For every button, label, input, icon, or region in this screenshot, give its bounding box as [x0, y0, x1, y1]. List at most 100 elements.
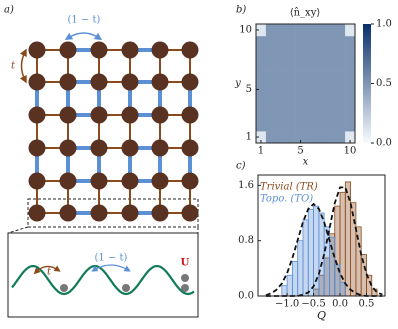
heat-cell: [275, 107, 286, 120]
heat-cell: [345, 71, 356, 84]
x-tick-label: −1.0: [275, 299, 299, 310]
site: [181, 41, 199, 59]
heat-cell: [256, 59, 267, 72]
hist-bar: [302, 219, 309, 297]
y-tick-label: 0.0: [238, 291, 254, 302]
hop-label: t: [11, 61, 16, 72]
heat-cell: [325, 35, 336, 49]
heat-cell: [305, 83, 316, 96]
heat-cell: [265, 95, 277, 108]
heat-cell: [285, 71, 296, 84]
heat-cell: [256, 119, 267, 132]
site: [28, 41, 46, 59]
heat-cell: [265, 59, 277, 72]
site: [28, 139, 46, 157]
hop-label: t: [47, 267, 52, 278]
heat-cell: [345, 83, 356, 96]
y-tick-label: 10: [239, 24, 252, 35]
panel-label: c): [236, 161, 246, 172]
heat-cell: [295, 107, 306, 120]
particle: [122, 284, 130, 292]
heat-cell: [275, 95, 286, 108]
heat-cell: [315, 35, 326, 49]
heat-cell: [315, 47, 326, 60]
heat-cell: [325, 131, 336, 144]
heat-cell: [256, 71, 267, 84]
hist-bar: [313, 205, 320, 297]
heat-cell: [265, 131, 277, 144]
heat-cell: [265, 24, 277, 37]
heat-cell: [285, 107, 296, 120]
colorbar-label: 1.0: [376, 19, 392, 30]
site: [90, 172, 108, 190]
heat-cell: [315, 71, 326, 84]
heat-cell: [295, 95, 306, 108]
heat-cell: [335, 71, 346, 84]
heat-cell: [335, 59, 346, 72]
site: [151, 204, 169, 222]
hop-arrow: [33, 265, 61, 275]
site: [121, 204, 139, 222]
heat-cell: [295, 24, 306, 37]
heat-cell: [256, 35, 267, 49]
heat-cell: [295, 83, 306, 96]
heat-cell: [285, 83, 296, 96]
heat-cell: [295, 131, 306, 144]
hop-arrow: [91, 264, 131, 272]
heat-cell: [265, 35, 277, 49]
heat-cell: [325, 24, 336, 37]
heat-cell: [345, 131, 356, 144]
heat-cell: [315, 83, 326, 96]
hist-bar: [339, 191, 346, 297]
site: [181, 204, 199, 222]
site: [121, 73, 139, 91]
heat-cell: [305, 131, 316, 144]
plot-frame: [257, 174, 386, 297]
heat-cell: [295, 119, 306, 132]
particle: [181, 274, 189, 282]
site: [59, 139, 77, 157]
site: [59, 73, 77, 91]
heat-cell: [305, 35, 316, 49]
heat-cell: [275, 131, 286, 144]
site: [28, 172, 46, 190]
heat-cell: [256, 83, 267, 96]
site: [90, 106, 108, 124]
legend-entry: Topo. (TO): [260, 194, 313, 205]
heat-cell: [345, 107, 356, 120]
site: [59, 41, 77, 59]
heat-cell: [335, 131, 346, 144]
heat-cell: [335, 107, 346, 120]
heat-cell: [335, 35, 346, 49]
colorbar: [363, 24, 371, 143]
chart-title: ⟨n̂_xy⟩: [290, 8, 321, 19]
heat-cell: [325, 47, 336, 60]
colorbar-label: 0.5: [376, 78, 392, 89]
y-tick-label: 5: [246, 84, 252, 95]
heat-cell: [315, 107, 326, 120]
site: [28, 73, 46, 91]
heat-cell: [256, 95, 267, 108]
site: [28, 204, 46, 222]
site: [121, 106, 139, 124]
heat-cell: [335, 83, 346, 96]
site: [181, 106, 199, 124]
particle: [181, 284, 189, 292]
panel-label: a): [4, 5, 14, 16]
heat-cell: [295, 35, 306, 49]
particle: [60, 284, 68, 292]
heat-cell: [275, 35, 286, 49]
site: [59, 172, 77, 190]
x-tick-label: 10: [344, 146, 357, 157]
heat-cell: [285, 35, 296, 49]
heat-cell: [335, 119, 346, 132]
x-tick-label: −0.5: [301, 299, 325, 310]
hop-label: (1 − t): [95, 253, 128, 264]
heat-cell: [305, 71, 316, 84]
heat-cell: [295, 59, 306, 72]
site: [121, 172, 139, 190]
panel-a: a) (1 − t) t t (1 − t) U: [4, 5, 199, 318]
hop-arrow: [19, 48, 27, 84]
plot-frame: [255, 23, 356, 144]
